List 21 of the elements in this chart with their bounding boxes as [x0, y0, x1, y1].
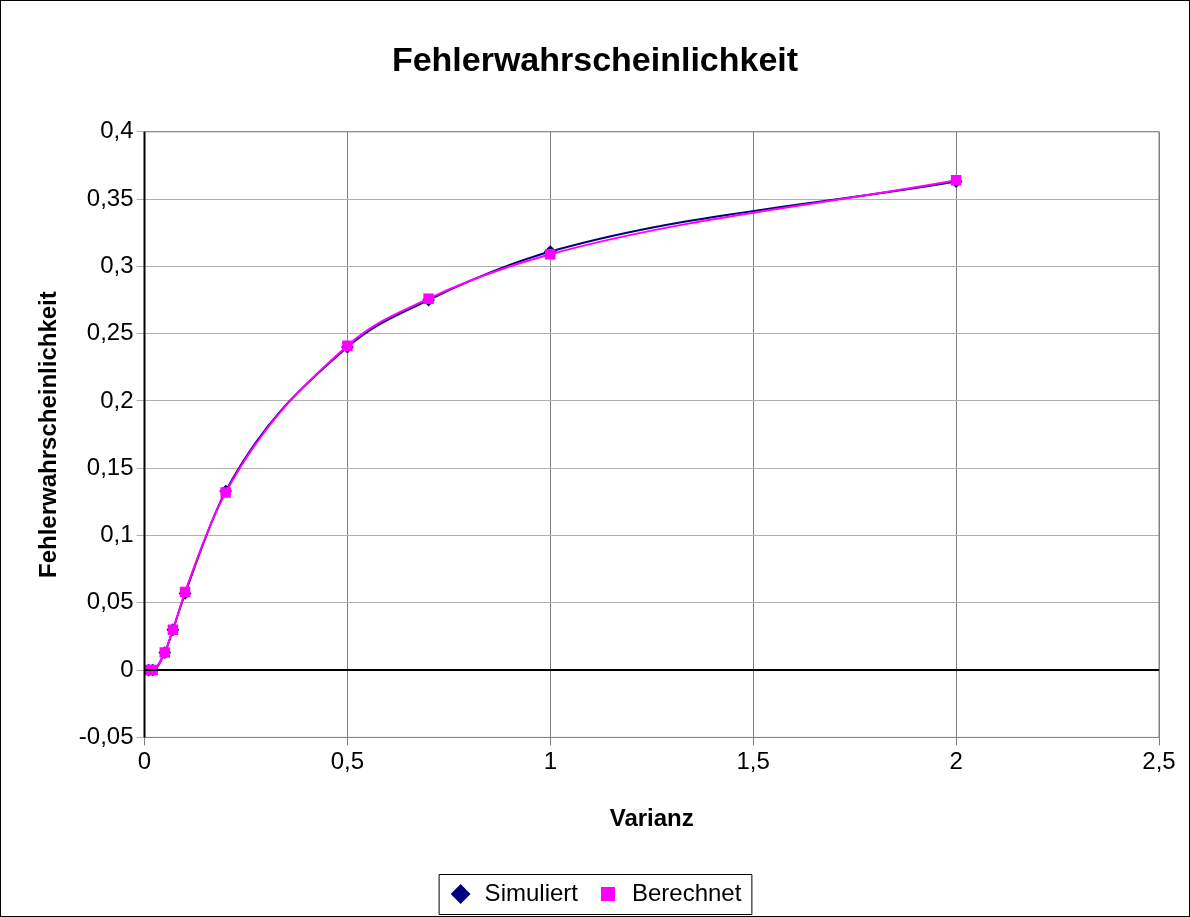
y-tick-label: 0,05 — [86, 587, 134, 615]
legend-label: Berechnet — [631, 878, 742, 906]
x-tick-label: 2,5 — [1142, 747, 1176, 775]
y-tick-label: 0,2 — [100, 385, 134, 413]
x-tick-label: 2 — [949, 747, 963, 775]
x-tick-label: 1 — [543, 747, 557, 775]
legend-label: Simuliert — [484, 878, 579, 906]
y-tick-label: 0 — [120, 654, 134, 682]
y-axis-title: Fehlerwahrscheinlichkeit — [34, 291, 62, 578]
y-tick-label: 0,35 — [86, 183, 134, 211]
x-tick-label: 0 — [137, 747, 152, 775]
x-axis-title: Varianz — [609, 804, 694, 832]
chart-title: Fehlerwahrscheinlichkeit — [391, 39, 799, 78]
y-tick-label: 0,3 — [100, 251, 134, 278]
y-tick-label: 0,25 — [86, 318, 134, 346]
y-tick-label: 0,4 — [100, 116, 134, 144]
x-tick-label: 0,5 — [330, 747, 365, 775]
y-tick-label: 0,15 — [86, 452, 134, 480]
y-tick-label: 0,1 — [100, 520, 134, 548]
y-tick-label: -0,05 — [78, 722, 134, 750]
x-tick-label: 1,5 — [736, 747, 770, 775]
